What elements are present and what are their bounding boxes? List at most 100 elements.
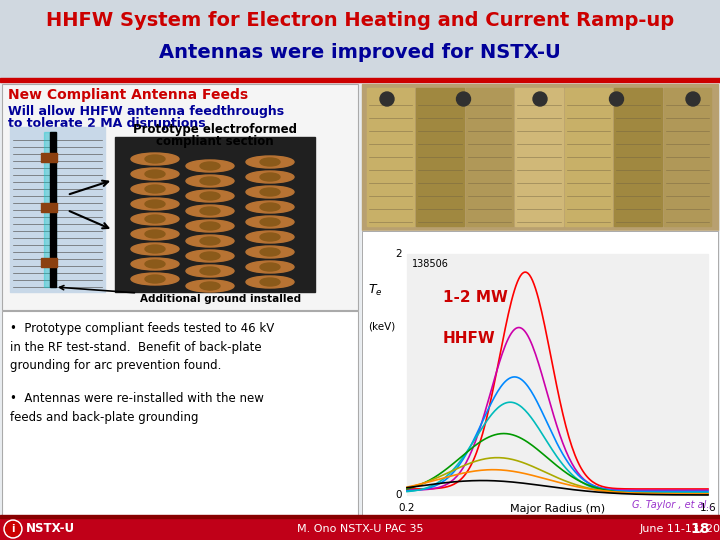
Ellipse shape <box>186 160 234 172</box>
Ellipse shape <box>200 222 220 230</box>
Ellipse shape <box>131 243 179 255</box>
Text: June 11-13, 2014: June 11-13, 2014 <box>640 524 720 534</box>
Ellipse shape <box>200 282 220 290</box>
Circle shape <box>456 92 470 106</box>
Ellipse shape <box>260 173 280 181</box>
Bar <box>10 127 105 292</box>
Ellipse shape <box>145 155 165 163</box>
Text: 0: 0 <box>395 490 402 500</box>
Ellipse shape <box>186 250 234 262</box>
Circle shape <box>4 520 22 538</box>
Ellipse shape <box>246 246 294 258</box>
Text: Antennas were improved for NSTX-U: Antennas were improved for NSTX-U <box>159 43 561 62</box>
Ellipse shape <box>131 228 179 240</box>
Bar <box>362 231 718 517</box>
Ellipse shape <box>260 158 280 166</box>
Text: Will allow HHFW antenna feedthroughs: Will allow HHFW antenna feedthroughs <box>8 105 284 118</box>
Bar <box>466 88 513 226</box>
Bar <box>115 137 315 292</box>
Bar <box>664 88 711 226</box>
Text: •  Antennas were re-installed with the new
feeds and back-plate grounding: • Antennas were re-installed with the ne… <box>10 392 264 423</box>
Text: HHFW System for Electron Heating and Current Ramp-up: HHFW System for Electron Heating and Cur… <box>46 10 674 30</box>
Text: Additional ground installed: Additional ground installed <box>60 286 301 304</box>
Bar <box>2 311 358 517</box>
Ellipse shape <box>131 198 179 210</box>
Ellipse shape <box>131 273 179 285</box>
Circle shape <box>686 92 700 106</box>
Text: New Compliant Antenna Feeds: New Compliant Antenna Feeds <box>8 88 248 102</box>
Ellipse shape <box>246 171 294 183</box>
Ellipse shape <box>186 175 234 187</box>
Ellipse shape <box>131 213 179 225</box>
Circle shape <box>533 92 547 106</box>
Ellipse shape <box>186 220 234 232</box>
Ellipse shape <box>186 205 234 217</box>
Ellipse shape <box>145 230 165 238</box>
Bar <box>2 311 358 517</box>
Ellipse shape <box>145 215 165 223</box>
Ellipse shape <box>145 275 165 283</box>
Text: compliant section: compliant section <box>156 136 274 148</box>
Ellipse shape <box>260 278 280 286</box>
Bar <box>2 84 358 310</box>
Ellipse shape <box>246 156 294 168</box>
Ellipse shape <box>131 258 179 270</box>
Ellipse shape <box>145 170 165 178</box>
Bar <box>2 84 358 310</box>
Ellipse shape <box>131 168 179 180</box>
Ellipse shape <box>200 237 220 245</box>
Bar <box>564 88 612 226</box>
Text: Major Radius (m): Major Radius (m) <box>510 504 605 514</box>
Text: M. Ono NSTX-U PAC 35: M. Ono NSTX-U PAC 35 <box>297 524 423 534</box>
Bar <box>44 132 56 287</box>
Ellipse shape <box>186 280 234 292</box>
Ellipse shape <box>260 263 280 271</box>
Text: 1.6: 1.6 <box>700 503 716 513</box>
Ellipse shape <box>200 252 220 260</box>
Text: 0.2: 0.2 <box>399 503 415 513</box>
Ellipse shape <box>246 186 294 198</box>
Ellipse shape <box>260 248 280 256</box>
Bar <box>416 88 464 226</box>
Bar <box>41 153 57 162</box>
Bar <box>362 231 718 517</box>
Text: 138506: 138506 <box>412 259 449 269</box>
Ellipse shape <box>246 276 294 288</box>
Ellipse shape <box>200 177 220 185</box>
Circle shape <box>610 92 624 106</box>
Ellipse shape <box>145 245 165 253</box>
Bar <box>50 132 56 287</box>
Ellipse shape <box>131 153 179 165</box>
Bar <box>614 88 662 226</box>
Bar <box>367 88 415 226</box>
Text: HHFW: HHFW <box>443 331 496 346</box>
Ellipse shape <box>260 188 280 196</box>
Text: (keV): (keV) <box>368 321 395 332</box>
Text: 2: 2 <box>395 249 402 259</box>
Ellipse shape <box>246 216 294 228</box>
Text: 18: 18 <box>690 522 710 536</box>
Text: Prototype electroformed: Prototype electroformed <box>133 124 297 137</box>
Bar <box>0 78 720 82</box>
Ellipse shape <box>246 231 294 243</box>
Bar <box>516 88 563 226</box>
Ellipse shape <box>200 207 220 215</box>
Ellipse shape <box>246 261 294 273</box>
Text: 1-2 MW: 1-2 MW <box>443 290 508 305</box>
Text: i: i <box>12 524 14 534</box>
Text: NSTX-U: NSTX-U <box>26 523 75 536</box>
Bar <box>0 518 720 540</box>
Ellipse shape <box>246 201 294 213</box>
Ellipse shape <box>145 185 165 193</box>
Ellipse shape <box>186 190 234 202</box>
Text: $T_e$: $T_e$ <box>368 282 382 298</box>
Bar <box>41 203 57 212</box>
Ellipse shape <box>131 183 179 195</box>
Circle shape <box>380 92 394 106</box>
Ellipse shape <box>200 192 220 200</box>
Ellipse shape <box>186 265 234 277</box>
Ellipse shape <box>145 260 165 268</box>
Bar <box>362 84 718 230</box>
Ellipse shape <box>260 203 280 211</box>
Ellipse shape <box>186 235 234 247</box>
